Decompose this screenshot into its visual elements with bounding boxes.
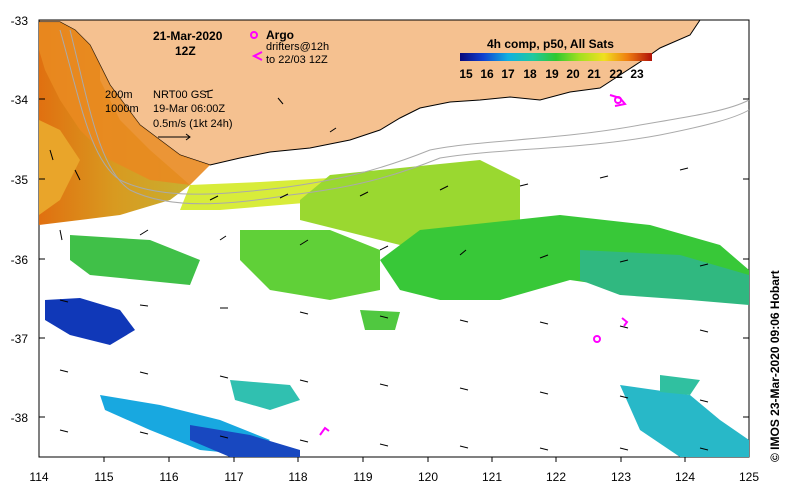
credit-text: © IMOS 23-Mar-2020 09:06 Hobart [768, 270, 782, 462]
lat-tick-label: -33 [11, 14, 29, 28]
isobath-1000 [69, 29, 750, 205]
drifter-legend-line2: to 22/03 12Z [266, 54, 328, 66]
isobath-200 [59, 29, 750, 195]
isobath-1000-label: 1000m [105, 103, 139, 115]
y-axis: -33 -34 -35 -36 -37 -38 [11, 14, 29, 425]
argo-legend-icon [250, 31, 258, 39]
sst-patch-teal-se [660, 375, 700, 395]
sst-patch-cyan-mid [230, 380, 300, 410]
lon-tick-label: 123 [611, 470, 631, 484]
lon-tick-label: 118 [288, 470, 307, 484]
velocity-arrows [49, 89, 709, 451]
lon-tick-label: 117 [224, 470, 243, 484]
colorbar-tick: 23 [630, 67, 644, 81]
colorbar-tick: 21 [587, 67, 601, 81]
colorbar-tick: 19 [545, 67, 559, 81]
lat-tick-label: -37 [11, 332, 29, 346]
colorbar-title: 4h comp, p50, All Sats [487, 37, 614, 51]
colorbar-tick: 22 [609, 67, 623, 81]
x-axis: 114 115 116 117 118 119 120 121 122 123 … [29, 470, 759, 484]
lon-tick-label: 120 [418, 470, 438, 484]
lon-tick-label: 122 [546, 470, 566, 484]
lon-tick-label: 121 [482, 470, 502, 484]
map-date: 21-Mar-2020 [153, 29, 223, 43]
lat-tick-label: -38 [11, 411, 29, 425]
x-axis-ticks [103, 457, 686, 462]
isobath-lines [59, 29, 750, 205]
lon-tick-label: 125 [739, 470, 759, 484]
sst-patch-green-patch [360, 310, 400, 330]
sst-patch-cyan-se [620, 385, 749, 457]
sst-patch-west-orange [39, 120, 80, 215]
argo-legend-label: Argo [266, 28, 294, 42]
sst-patch-green-west [70, 235, 200, 285]
drifter-tracks [319, 94, 629, 436]
lon-tick-label: 124 [675, 470, 695, 484]
coastal-warm-fringe [39, 22, 210, 185]
colorbar-ticks: 15 16 17 18 19 20 21 22 23 [459, 67, 644, 81]
drifter-legend-icon [251, 51, 263, 61]
sst-patch-teal-east [580, 250, 749, 305]
sst-patch-blue-sw [190, 425, 300, 457]
sst-patch-blue-deep [45, 298, 135, 345]
drifter-track [621, 317, 629, 327]
lon-tick-label: 119 [353, 470, 372, 484]
colorbar-tick: 20 [566, 67, 580, 81]
colorbar [460, 53, 652, 61]
drifter-legend-line1: drifters@12h [266, 41, 329, 53]
lat-tick-label: -35 [11, 173, 29, 187]
lon-tick-label: 114 [29, 470, 48, 484]
lon-tick-label: 115 [94, 470, 113, 484]
colorbar-tick: 18 [523, 67, 537, 81]
drifter-track [609, 94, 627, 107]
velocity-scale-label: 0.5m/s (1kt 24h) [153, 118, 232, 130]
isobath-200-label: 200m [105, 89, 133, 101]
drifter-track [319, 426, 330, 436]
colorbar-tick: 17 [501, 67, 515, 81]
y-axis-ticks [39, 98, 749, 418]
velocity-scale-arrow [158, 133, 191, 141]
colorbar-tick: 15 [459, 67, 473, 81]
sst-patch-green-mid [240, 230, 380, 300]
argo-float-icon [593, 335, 601, 343]
lat-tick-label: -34 [11, 93, 29, 107]
map-time: 12Z [175, 44, 196, 58]
colorbar-tick: 16 [480, 67, 494, 81]
altimetry-product: NRT00 GSL [153, 89, 213, 101]
lat-tick-label: -36 [11, 253, 29, 267]
lon-tick-label: 116 [159, 470, 178, 484]
altimetry-date: 19-Mar 06:00Z [153, 103, 225, 115]
